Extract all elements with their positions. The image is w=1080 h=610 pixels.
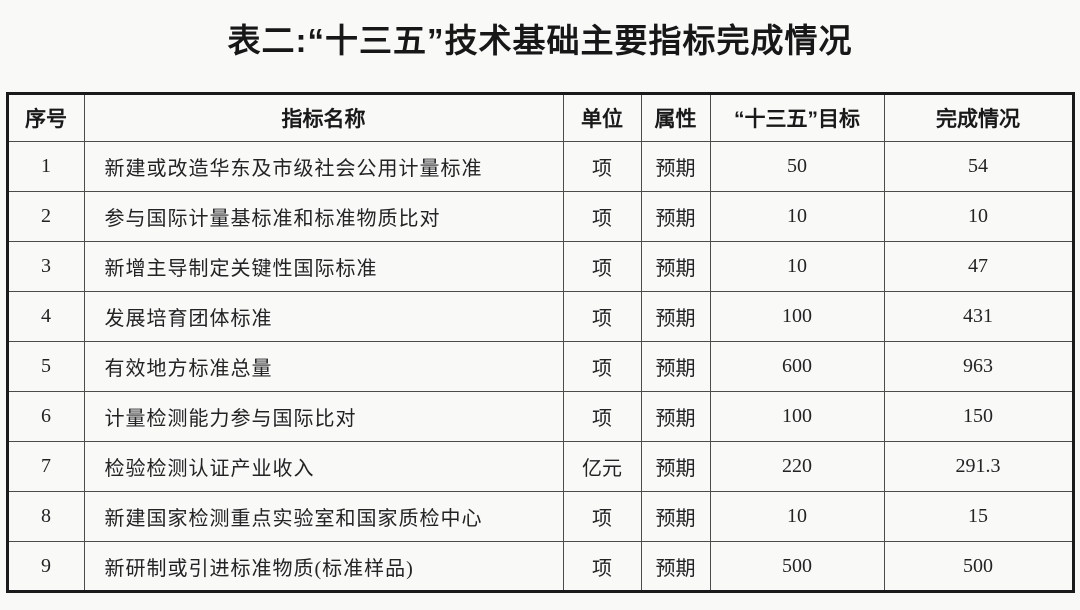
cell-unit: 项 <box>562 291 642 342</box>
cell-indicator-name: 参与国际计量基标准和标准物质比对 <box>83 191 564 242</box>
cell-target: 100 <box>709 391 885 442</box>
table-row: 9 新研制或引进标准物质(标准样品) 项 预期 500 500 <box>6 541 1074 592</box>
cell-seq-no: 4 <box>6 291 85 342</box>
cell-completion: 963 <box>883 341 1074 392</box>
cell-indicator-name: 有效地方标准总量 <box>83 341 564 392</box>
table-row: 3 新增主导制定关键性国际标准 项 预期 10 47 <box>6 241 1074 292</box>
header-unit: 单位 <box>562 93 642 142</box>
cell-completion: 500 <box>883 541 1074 592</box>
cell-seq-no: 8 <box>6 491 85 542</box>
table-row: 4 发展培育团体标准 项 预期 100 431 <box>6 291 1074 342</box>
header-seq-no: 序号 <box>6 93 85 142</box>
cell-seq-no: 1 <box>6 141 85 192</box>
cell-seq-no: 5 <box>6 341 85 392</box>
cell-seq-no: 6 <box>6 391 85 442</box>
page-title: 表二:“十三五”技术基础主要指标完成情况 <box>227 22 853 59</box>
cell-attribute: 预期 <box>640 441 711 492</box>
header-indicator-name: 指标名称 <box>83 93 564 142</box>
cell-attribute: 预期 <box>640 191 711 242</box>
cell-unit: 项 <box>562 391 642 442</box>
cell-completion: 10 <box>883 191 1074 242</box>
cell-target: 50 <box>709 141 885 192</box>
cell-unit: 亿元 <box>562 441 642 492</box>
cell-unit: 项 <box>562 541 642 592</box>
cell-target: 100 <box>709 291 885 342</box>
cell-unit: 项 <box>562 491 642 542</box>
cell-unit: 项 <box>562 241 642 292</box>
cell-target: 10 <box>709 191 885 242</box>
cell-completion: 150 <box>883 391 1074 442</box>
cell-seq-no: 9 <box>6 541 85 592</box>
cell-completion: 54 <box>883 141 1074 192</box>
cell-target: 600 <box>709 341 885 392</box>
cell-attribute: 预期 <box>640 491 711 542</box>
cell-completion: 431 <box>883 291 1074 342</box>
table-row: 1 新建或改造华东及市级社会公用计量标准 项 预期 50 54 <box>6 141 1074 192</box>
cell-completion: 291.3 <box>883 441 1074 492</box>
cell-target: 220 <box>709 441 885 492</box>
cell-indicator-name: 计量检测能力参与国际比对 <box>83 391 564 442</box>
cell-completion: 15 <box>883 491 1074 542</box>
cell-indicator-name: 发展培育团体标准 <box>83 291 564 342</box>
cell-seq-no: 2 <box>6 191 85 242</box>
table-row: 6 计量检测能力参与国际比对 项 预期 100 150 <box>6 391 1074 442</box>
cell-target: 10 <box>709 241 885 292</box>
cell-seq-no: 3 <box>6 241 85 292</box>
cell-unit: 项 <box>562 141 642 192</box>
cell-attribute: 预期 <box>640 141 711 192</box>
cell-attribute: 预期 <box>640 341 711 392</box>
header-attribute: 属性 <box>640 93 711 142</box>
header-target: “十三五”目标 <box>709 93 885 142</box>
cell-attribute: 预期 <box>640 241 711 292</box>
cell-indicator-name: 新建国家检测重点实验室和国家质检中心 <box>83 491 564 542</box>
table-row: 5 有效地方标准总量 项 预期 600 963 <box>6 341 1074 392</box>
table-row: 7 检验检测认证产业收入 亿元 预期 220 291.3 <box>6 441 1074 492</box>
table-row: 8 新建国家检测重点实验室和国家质检中心 项 预期 10 15 <box>6 491 1074 542</box>
cell-target: 500 <box>709 541 885 592</box>
cell-attribute: 预期 <box>640 541 711 592</box>
cell-target: 10 <box>709 491 885 542</box>
cell-indicator-name: 新建或改造华东及市级社会公用计量标准 <box>83 141 564 192</box>
header-completion: 完成情况 <box>883 93 1074 142</box>
cell-completion: 47 <box>883 241 1074 292</box>
table-row: 2 参与国际计量基标准和标准物质比对 项 预期 10 10 <box>6 191 1074 242</box>
cell-indicator-name: 新研制或引进标准物质(标准样品) <box>83 541 564 592</box>
cell-unit: 项 <box>562 341 642 392</box>
table-header-row: 序号 指标名称 单位 属性 “十三五”目标 完成情况 <box>6 93 1074 142</box>
cell-seq-no: 7 <box>6 441 85 492</box>
cell-indicator-name: 新增主导制定关键性国际标准 <box>83 241 564 292</box>
cell-attribute: 预期 <box>640 291 711 342</box>
cell-attribute: 预期 <box>640 391 711 442</box>
indicators-table: 序号 指标名称 单位 属性 “十三五”目标 完成情况 1 新建或改造华东及市级社… <box>5 92 1075 593</box>
cell-unit: 项 <box>562 191 642 242</box>
cell-indicator-name: 检验检测认证产业收入 <box>83 441 564 492</box>
